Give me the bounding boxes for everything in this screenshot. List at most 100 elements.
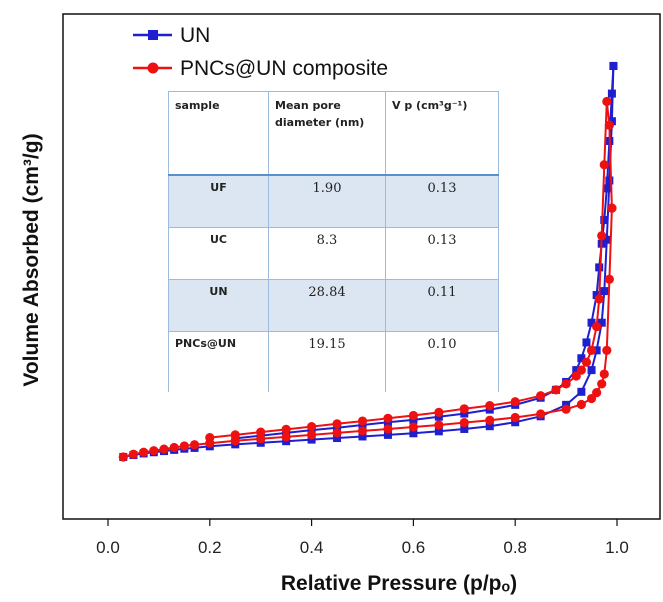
data-point bbox=[597, 318, 606, 327]
data-point bbox=[592, 388, 602, 398]
legend-marker bbox=[147, 62, 159, 74]
data-point bbox=[159, 444, 169, 454]
data-point bbox=[587, 366, 596, 375]
data-point bbox=[230, 430, 240, 440]
data-point bbox=[408, 410, 418, 421]
table-cell-sample: UF bbox=[168, 175, 269, 228]
data-point bbox=[511, 418, 520, 427]
data-point bbox=[582, 338, 591, 347]
data-point bbox=[600, 216, 609, 224]
data-point bbox=[333, 434, 342, 443]
data-point bbox=[597, 379, 607, 389]
x-axis-title: Relative Pressure (p/pₒ) bbox=[281, 572, 517, 595]
data-point bbox=[595, 263, 604, 272]
data-point bbox=[592, 346, 601, 355]
data-point bbox=[332, 428, 342, 438]
data-point bbox=[139, 447, 149, 457]
data-point bbox=[581, 357, 592, 367]
data-point bbox=[332, 419, 342, 429]
data-point bbox=[459, 404, 469, 414]
data-point bbox=[408, 422, 418, 432]
data-point bbox=[602, 345, 612, 355]
x-tick-label: 0.2 bbox=[198, 538, 222, 557]
table-cell-volume: 0.13 bbox=[385, 175, 499, 228]
table-cell-sample: PNCs@UN bbox=[168, 331, 269, 392]
legend-label: UN bbox=[180, 24, 210, 47]
data-point bbox=[307, 421, 317, 432]
data-point bbox=[434, 420, 444, 430]
data-point bbox=[256, 427, 266, 437]
data-point bbox=[383, 424, 393, 434]
table-row: PNCs@UN 19.15 0.10 bbox=[168, 331, 499, 392]
data-point bbox=[281, 424, 291, 434]
legend-item: UN bbox=[133, 24, 210, 47]
table-cell-volume: 0.10 bbox=[385, 331, 499, 392]
x-tick-label: 0.6 bbox=[402, 538, 426, 557]
data-point bbox=[460, 424, 469, 433]
data-point bbox=[460, 409, 469, 418]
legend-item: PNCs@UN composite bbox=[133, 57, 388, 80]
data-point bbox=[169, 442, 179, 453]
table-row: UC 8.3 0.13 bbox=[168, 227, 499, 280]
table-cell-sample: UN bbox=[168, 279, 269, 332]
data-point bbox=[485, 415, 495, 425]
table-cell-diameter: 19.15 bbox=[268, 331, 386, 392]
data-point bbox=[602, 235, 611, 244]
data-point bbox=[357, 426, 368, 436]
data-point bbox=[128, 449, 139, 459]
x-tick-label: 0.8 bbox=[503, 538, 527, 557]
data-point bbox=[607, 117, 616, 126]
data-point bbox=[604, 274, 614, 284]
data-point bbox=[607, 203, 617, 213]
data-point bbox=[357, 416, 368, 426]
data-point bbox=[605, 176, 614, 185]
legend-label: PNCs@UN composite bbox=[180, 57, 388, 80]
data-point bbox=[307, 430, 317, 440]
data-point bbox=[118, 452, 128, 462]
data-point bbox=[577, 387, 586, 396]
table-cell-diameter: 28.84 bbox=[268, 279, 386, 332]
table-header-mean-pore-diameter: Mean pore diameter (nm) bbox=[268, 91, 386, 176]
data-point bbox=[281, 432, 291, 442]
data-point bbox=[592, 291, 601, 300]
data-point bbox=[307, 435, 316, 444]
data-point bbox=[256, 434, 266, 444]
table-header-pore-volume: V p (cm³g⁻¹) bbox=[385, 91, 499, 176]
data-point bbox=[149, 446, 159, 456]
series-layer bbox=[118, 61, 618, 462]
data-point bbox=[586, 345, 597, 355]
x-tick-label: 0.0 bbox=[96, 538, 120, 557]
legend-marker bbox=[148, 30, 158, 40]
data-point bbox=[571, 371, 581, 381]
data-point bbox=[551, 385, 561, 395]
table-cell-sample: UC bbox=[168, 227, 269, 280]
legend: UN PNCs@UN composite bbox=[133, 24, 388, 80]
data-point bbox=[434, 427, 443, 436]
data-point bbox=[592, 322, 602, 332]
table-cell-volume: 0.13 bbox=[385, 227, 499, 280]
table-cell-diameter: 1.90 bbox=[268, 175, 386, 228]
data-point bbox=[604, 120, 614, 130]
data-point bbox=[434, 407, 444, 417]
x-tick-label: 0.4 bbox=[300, 538, 324, 557]
data-point bbox=[572, 366, 581, 375]
data-point bbox=[602, 184, 611, 193]
data-point bbox=[587, 318, 596, 327]
data-point bbox=[600, 287, 609, 296]
table-cell-diameter: 8.3 bbox=[268, 227, 386, 280]
data-point bbox=[597, 231, 607, 241]
pore-properties-table: sample Mean pore diameter (nm) V p (cm³g… bbox=[168, 91, 499, 392]
table-header-sample: sample bbox=[168, 91, 269, 176]
series-pncs-un bbox=[118, 96, 617, 462]
table-row: UN 28.84 0.11 bbox=[168, 279, 499, 332]
data-point bbox=[510, 412, 520, 423]
table-cell-volume: 0.11 bbox=[385, 279, 499, 332]
data-point bbox=[594, 294, 604, 304]
data-point bbox=[409, 429, 418, 438]
x-axis-ticks: 0.0 0.2 0.4 0.6 0.8 1.0 bbox=[96, 519, 629, 557]
data-point bbox=[189, 440, 200, 450]
data-point bbox=[358, 432, 367, 441]
data-point bbox=[602, 96, 612, 107]
data-point bbox=[599, 369, 609, 379]
data-point bbox=[609, 61, 618, 70]
